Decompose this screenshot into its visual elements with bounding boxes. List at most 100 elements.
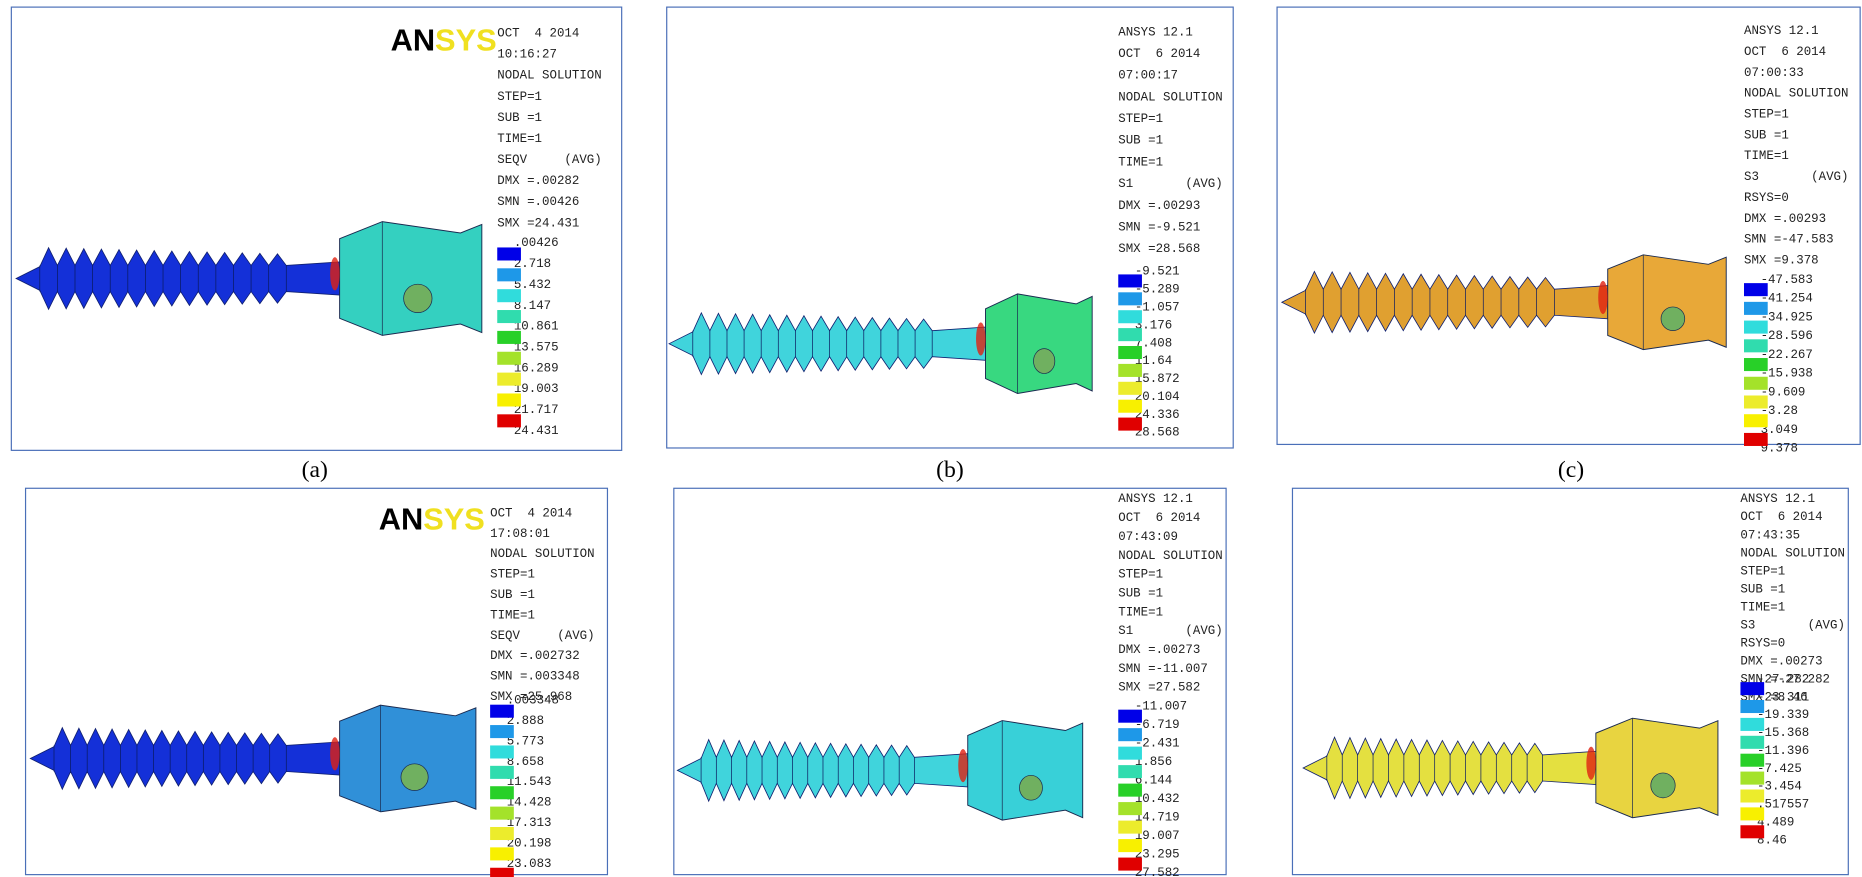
info-line: SUB =1	[1744, 128, 1789, 142]
ansys-logo: ANSYS	[379, 502, 485, 537]
legend-value: -34.925	[1761, 310, 1813, 324]
legend-swatch	[1118, 839, 1142, 852]
info-line: TIME=1	[497, 132, 542, 146]
legend-swatch	[497, 331, 521, 344]
legend-swatch	[1118, 802, 1142, 815]
info-line: OCT 4 2014	[490, 506, 572, 520]
legend-swatch	[1740, 807, 1764, 820]
info-line: NODAL SOLUTION	[497, 69, 602, 83]
legend-swatch	[490, 705, 514, 718]
stress-spot	[330, 257, 339, 290]
legend-swatch	[1118, 728, 1142, 741]
legend-swatch	[1740, 682, 1764, 695]
legend-swatch	[497, 247, 521, 260]
info-line: S1 (AVG)	[1118, 624, 1223, 638]
info-line: SUB =1	[490, 588, 535, 602]
info-line: OCT 6 2014	[1740, 510, 1822, 524]
caption: (b)	[936, 457, 964, 483]
legend-swatch	[1744, 283, 1768, 296]
screw-head	[340, 222, 482, 336]
legend-swatch	[490, 827, 514, 840]
info-line: DMX =.00273	[1740, 654, 1822, 668]
legend-swatch	[1118, 292, 1142, 305]
page: ANSYSOCT 4 201410:16:27NODAL SOLUTIONSTE…	[0, 0, 1862, 877]
legend-swatch	[1118, 710, 1142, 723]
info-line: TIME=1	[1744, 149, 1789, 163]
info-line: STEP=1	[497, 90, 542, 104]
stress-spot	[1598, 281, 1607, 314]
stress-spot	[1586, 747, 1595, 780]
legend-value: -15.938	[1761, 367, 1813, 381]
info-line: SMN =.00426	[497, 195, 579, 209]
legend-value: -41.254	[1761, 292, 1813, 306]
info-line: 07:00:17	[1118, 69, 1178, 83]
legend-swatch	[490, 847, 514, 860]
legend-swatch	[1740, 718, 1764, 731]
info-line: NODAL SOLUTION	[1744, 87, 1849, 101]
legend-swatch	[1744, 321, 1768, 334]
panel: ANSYS 12.1OCT 6 201407:43:35NODAL SOLUTI…	[1292, 488, 1848, 874]
info-line: DMX =.00293	[1744, 212, 1826, 226]
legend-swatch	[1740, 736, 1764, 749]
head-hole	[1651, 773, 1675, 798]
legend-value: -19.339	[1757, 708, 1809, 722]
info-line: S1 (AVG)	[1118, 177, 1223, 191]
legend-swatch	[1118, 364, 1142, 377]
info-line: STEP=1	[1118, 568, 1163, 582]
legend-value: .517557	[1757, 798, 1809, 812]
info-line: TIME=1	[1118, 155, 1163, 169]
info-line: SUB =1	[1740, 582, 1785, 596]
head-hole	[1034, 349, 1055, 374]
info-line: NODAL SOLUTION	[1740, 546, 1845, 560]
info-line: OCT 6 2014	[1118, 511, 1200, 525]
legend-swatch	[1744, 377, 1768, 390]
info-line: SEQV (AVG)	[490, 629, 594, 643]
info-line: DMX =.00293	[1118, 199, 1200, 213]
legend-value: -28.596	[1761, 329, 1813, 343]
info-line: OCT 6 2014	[1744, 45, 1826, 59]
legend-value: -47.583	[1761, 273, 1813, 287]
info-line: OCT 6 2014	[1118, 47, 1200, 61]
info-line: 07:00:33	[1744, 66, 1804, 80]
legend-swatch	[497, 414, 521, 427]
legend-value: .003348	[507, 694, 559, 708]
legend-swatch	[1118, 747, 1142, 760]
legend-swatch	[1118, 310, 1142, 323]
legend-swatch	[1118, 274, 1142, 287]
legend-swatch	[1740, 789, 1764, 802]
screw-head	[986, 294, 1093, 394]
legend-swatch	[1118, 418, 1142, 431]
stress-spot	[958, 749, 967, 782]
legend-swatch	[1744, 339, 1768, 352]
legend-swatch	[497, 393, 521, 406]
info-line: SMN =-47.583	[1744, 233, 1834, 247]
legend-swatch	[1118, 328, 1142, 341]
info-line: TIME=1	[1740, 600, 1785, 614]
panel: ANSYSOCT 4 201410:16:27NODAL SOLUTIONSTE…	[11, 7, 621, 483]
legend-swatch	[1740, 825, 1764, 838]
info-line: RSYS=0	[1740, 636, 1785, 650]
info-line: ANSYS 12.1	[1118, 492, 1193, 506]
legend-swatch	[497, 373, 521, 386]
legend-value: -15.368	[1757, 726, 1809, 740]
info-line: SMN =.003348	[490, 670, 580, 684]
info-line: S3 (AVG)	[1740, 618, 1845, 632]
info-line: STEP=1	[1744, 108, 1789, 122]
screw-head	[1596, 718, 1718, 818]
info-line: DMX =.00282	[497, 174, 579, 188]
legend-swatch	[497, 352, 521, 365]
logo-part: SYS	[423, 502, 485, 537]
figure: ANSYSOCT 4 201410:16:27NODAL SOLUTIONSTE…	[0, 0, 1862, 877]
legend-swatch	[1740, 754, 1764, 767]
legend-swatch	[1740, 772, 1764, 785]
legend-swatch	[1744, 358, 1768, 371]
legend-swatch	[490, 786, 514, 799]
legend-swatch	[1118, 784, 1142, 797]
head-hole	[1019, 775, 1042, 800]
info-line: SUB =1	[1118, 586, 1163, 600]
info-line: ANSYS 12.1	[1740, 492, 1815, 506]
legend-swatch	[490, 725, 514, 738]
info-line: SMX =28.568	[1118, 242, 1200, 256]
stress-spot	[330, 737, 339, 770]
